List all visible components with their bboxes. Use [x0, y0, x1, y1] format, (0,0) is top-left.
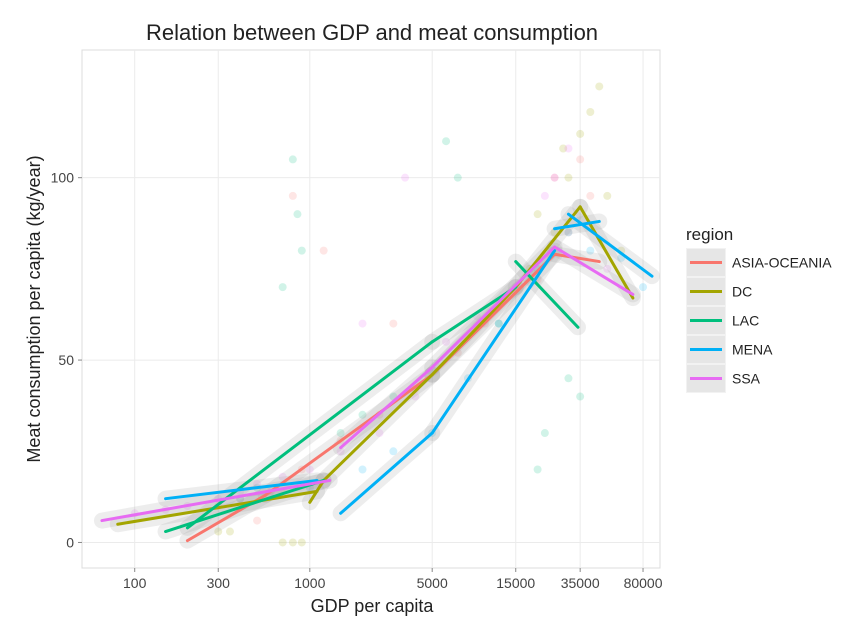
plot-panel — [81, 49, 661, 569]
scatter-point — [253, 516, 262, 525]
scatter-point — [586, 108, 595, 117]
scatter-point — [358, 319, 367, 328]
x-tick-label: 100 — [123, 575, 147, 591]
scatter-point — [533, 465, 542, 474]
scatter-point — [576, 392, 585, 401]
scatter-point — [559, 144, 568, 153]
trend-line — [430, 285, 518, 344]
legend-label: MENA — [732, 342, 773, 358]
scatter-point — [550, 173, 559, 182]
scatter-point — [564, 374, 573, 383]
legend: region ASIA-OCEANIA DC LAC MENA SSA — [686, 225, 832, 393]
scatter-point — [540, 191, 549, 200]
scatter-point — [639, 283, 648, 292]
y-tick-label: 100 — [51, 170, 75, 186]
grid — [82, 50, 660, 568]
y-tick-label: 0 — [66, 534, 74, 550]
trend-line — [116, 489, 319, 526]
scatter-point — [278, 538, 287, 547]
scatter-point — [595, 82, 604, 91]
scatter-point — [336, 447, 345, 456]
trend-line — [264, 373, 434, 497]
scatter-point — [375, 429, 384, 438]
legend-title: region — [686, 225, 733, 244]
x-axis-title: GDP per capita — [311, 596, 435, 616]
scatter-point — [576, 129, 585, 138]
trend-line — [100, 478, 332, 523]
trend-line — [339, 365, 434, 450]
scatter-point — [564, 144, 573, 153]
x-tick-label: 300 — [207, 575, 231, 591]
trend-lines — [100, 205, 654, 543]
scatter-point — [494, 319, 503, 328]
scatter-point — [564, 228, 573, 237]
scatter-point — [533, 210, 542, 219]
x-tick-label: 80000 — [624, 575, 663, 591]
legend-label: DC — [732, 284, 752, 300]
scatter-point — [319, 246, 328, 255]
scatter-point — [586, 191, 595, 200]
y-axis-title: Meat consumption per capita (kg/year) — [24, 155, 44, 462]
y-tick-label: 50 — [58, 352, 74, 368]
legend-label: LAC — [732, 313, 759, 329]
trend-line — [322, 373, 434, 482]
trend-line — [164, 478, 319, 501]
scatter-point — [297, 246, 306, 255]
scatter-point — [214, 527, 223, 536]
scatter-point — [278, 283, 287, 292]
legend-label: ASIA-OCEANIA — [732, 255, 832, 271]
scatter-point — [564, 173, 573, 182]
scatter-point — [389, 447, 398, 456]
scatter-point — [358, 465, 367, 474]
scatter-point — [603, 191, 612, 200]
scatter-point — [576, 155, 585, 164]
trend-line — [430, 249, 557, 435]
scatter-point — [442, 137, 451, 146]
x-axis-ticks: 100 300 1000 5000 15000 35000 80000 — [123, 568, 663, 591]
trend-line — [553, 219, 601, 231]
scatter-point — [586, 246, 595, 255]
scatter-point — [288, 155, 297, 164]
trend-line — [514, 260, 580, 329]
trend-line — [308, 478, 326, 504]
x-tick-label: 35000 — [561, 575, 600, 591]
scatter-point — [305, 465, 314, 474]
scatter-point — [336, 429, 345, 438]
scatter-point — [288, 191, 297, 200]
scatter-point — [401, 173, 410, 182]
scatter-point — [564, 228, 573, 237]
trend-line — [430, 245, 557, 369]
scatter-point — [358, 410, 367, 419]
x-tick-label: 1000 — [294, 575, 325, 591]
scatter-point — [442, 337, 451, 346]
scatter-point — [278, 472, 287, 481]
scatter-point — [389, 319, 398, 328]
y-axis-ticks: 0 50 100 — [51, 170, 82, 550]
trend-line — [430, 285, 518, 377]
trend-line — [553, 252, 601, 264]
scatter-point — [288, 538, 297, 547]
scatter-point — [297, 538, 306, 547]
scatter-point — [550, 173, 559, 182]
scatter-point — [453, 173, 462, 182]
x-tick-label: 5000 — [417, 575, 448, 591]
scatter-point — [293, 210, 302, 219]
scatter-point — [494, 319, 503, 328]
trend-line — [339, 431, 434, 515]
scatter-point — [225, 527, 234, 536]
x-tick-label: 15000 — [496, 575, 535, 591]
trend-line — [553, 245, 635, 296]
scatter-point — [540, 429, 549, 438]
scatter-point — [603, 264, 612, 273]
legend-label: SSA — [732, 371, 761, 387]
chart-title: Relation between GDP and meat consumptio… — [146, 20, 598, 45]
